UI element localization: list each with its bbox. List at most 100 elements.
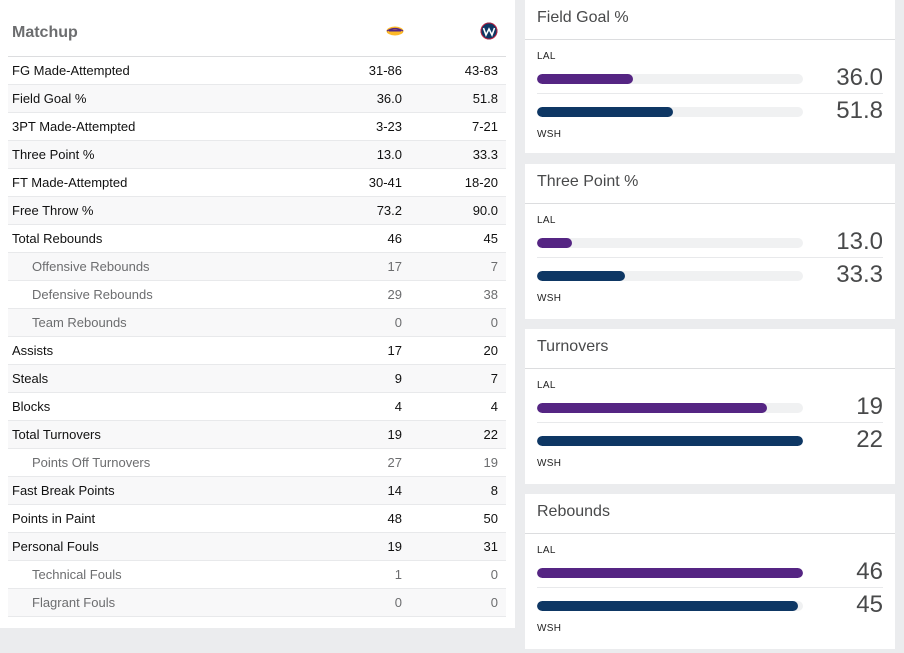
comparison-title: Three Point %: [537, 173, 639, 190]
comparison-card: Turnovers LAL 19 22 WSH: [525, 329, 895, 484]
lal-stat-value: 3-23: [375, 119, 402, 134]
stat-row: Defensive Rebounds 29 38: [8, 281, 506, 309]
wsh-comparison-value: 22: [856, 426, 883, 453]
stat-row: Fast Break Points 14 8: [8, 477, 506, 505]
stat-row: Personal Fouls 19 31: [8, 533, 506, 561]
bar-divider: [537, 587, 883, 588]
wsh-comparison-value: 45: [856, 591, 883, 618]
stat-label: Steals: [12, 371, 49, 386]
comparison-card: Three Point % LAL 13.0 33.3 WSH: [525, 164, 895, 319]
stat-row: Points in Paint 48 50: [8, 505, 506, 533]
lal-comparison-value: 46: [856, 558, 883, 585]
lal-bar-track: [537, 74, 803, 84]
card-divider: [525, 39, 895, 40]
wsh-stat-value: 8: [490, 483, 498, 498]
lal-stat-value: 17: [387, 343, 402, 358]
wsh-stat-value: 0: [490, 567, 498, 582]
stat-label: Points Off Turnovers: [32, 455, 151, 470]
lal-bar-fill: [537, 238, 572, 248]
lal-comparison-value: 19: [856, 393, 883, 420]
matchup-panel: Matchup FG Made-Attempted 31-86 43-83 Field…: [0, 0, 515, 628]
wsh-stat-value: 38: [483, 287, 498, 302]
lal-team-label: LAL: [537, 215, 556, 226]
lal-bar-fill: [537, 74, 633, 84]
wsh-bar-track: [537, 107, 803, 117]
wsh-stat-value: 0: [490, 315, 498, 330]
lal-stat-value: 29: [387, 287, 402, 302]
wsh-stat-value: 18-20: [464, 175, 498, 190]
wsh-stat-value: 7-21: [471, 119, 498, 134]
stat-row: Team Rebounds 0 0: [8, 309, 506, 337]
lal-bar-fill: [537, 568, 803, 578]
wsh-bar-fill: [537, 107, 673, 117]
wsh-team-label: WSH: [537, 129, 562, 140]
bar-divider: [537, 422, 883, 423]
stat-row: Points Off Turnovers 27 19: [8, 449, 506, 477]
stat-row: Assists 17 20: [8, 337, 506, 365]
wsh-stat-value: 51.8: [472, 91, 498, 106]
lal-bar-fill: [537, 403, 768, 413]
comparison-title: Field Goal %: [537, 9, 629, 26]
lal-comparison-value: 13.0: [836, 228, 883, 255]
wsh-comparison-value: 51.8: [836, 97, 883, 124]
wsh-stat-value: 31: [483, 539, 498, 554]
card-divider: [525, 203, 895, 204]
lal-team-label: LAL: [537, 545, 556, 556]
stat-label: 3PT Made-Attempted: [12, 119, 136, 134]
wsh-bar-fill: [537, 271, 625, 281]
lal-bar-track: [537, 568, 803, 578]
stat-row: Flagrant Fouls 0 0: [8, 589, 506, 617]
wsh-stat-value: 50: [483, 511, 498, 526]
stat-label: Team Rebounds: [32, 315, 127, 330]
stat-row: Total Rebounds 46 45: [8, 225, 506, 253]
wsh-stat-value: 20: [483, 343, 498, 358]
wsh-stat-value: 45: [483, 231, 498, 246]
card-divider: [525, 368, 895, 369]
wsh-stat-value: 7: [490, 259, 498, 274]
stat-label: FT Made-Attempted: [12, 175, 128, 190]
lal-team-label: LAL: [537, 51, 556, 62]
lal-stat-value: 0: [394, 315, 402, 330]
lal-stat-value: 4: [394, 399, 402, 414]
wsh-bar-fill: [537, 601, 798, 611]
lal-stat-value: 19: [387, 539, 402, 554]
stat-row: Three Point % 13.0 33.3: [8, 141, 506, 169]
stat-label: Fast Break Points: [12, 483, 115, 498]
stat-label: Field Goal %: [12, 91, 87, 106]
lal-team-label: LAL: [537, 380, 556, 391]
wsh-stat-value: 90.0: [472, 203, 498, 218]
matchup-title: Matchup: [12, 24, 78, 41]
lal-stat-value: 1: [394, 567, 402, 582]
stat-row: Offensive Rebounds 17 7: [8, 253, 506, 281]
wsh-bar-fill: [537, 436, 803, 446]
lal-stat-value: 30-41: [368, 175, 402, 190]
stat-label: Assists: [12, 343, 54, 358]
wizards-logo-icon: [480, 22, 498, 40]
bar-divider: [537, 93, 883, 94]
stat-label: Defensive Rebounds: [32, 287, 153, 302]
lal-bar-track: [537, 238, 803, 248]
stat-label: Three Point %: [12, 147, 95, 162]
bar-divider: [537, 257, 883, 258]
matchup-stats-table: FG Made-Attempted 31-86 43-83 Field Goal % 3…: [8, 57, 506, 617]
wsh-stat-value: 0: [490, 595, 498, 610]
stat-label: Offensive Rebounds: [32, 259, 150, 274]
lal-stat-value: 17: [387, 259, 402, 274]
stat-label: Flagrant Fouls: [32, 595, 116, 610]
lal-bar-track: [537, 403, 803, 413]
comparison-card: Rebounds LAL 46 45 WSH: [525, 494, 895, 649]
wsh-team-label: WSH: [537, 458, 562, 469]
stat-row: Field Goal % 36.0 51.8: [8, 85, 506, 113]
comparison-card: Field Goal % LAL 36.0 51.8 WSH: [525, 0, 895, 153]
stat-label: Free Throw %: [12, 203, 94, 218]
stat-label: Technical Fouls: [32, 567, 122, 582]
wsh-team-label: WSH: [537, 293, 562, 304]
wsh-stat-value: 22: [483, 427, 498, 442]
stat-row: Total Turnovers 19 22: [8, 421, 506, 449]
stat-row: Steals 9 7: [8, 365, 506, 393]
comparison-title: Rebounds: [537, 503, 610, 520]
lal-stat-value: 31-86: [368, 63, 402, 78]
lal-stat-value: 14: [387, 483, 402, 498]
wsh-stat-value: 43-83: [464, 63, 498, 78]
lal-stat-value: 0: [394, 595, 402, 610]
